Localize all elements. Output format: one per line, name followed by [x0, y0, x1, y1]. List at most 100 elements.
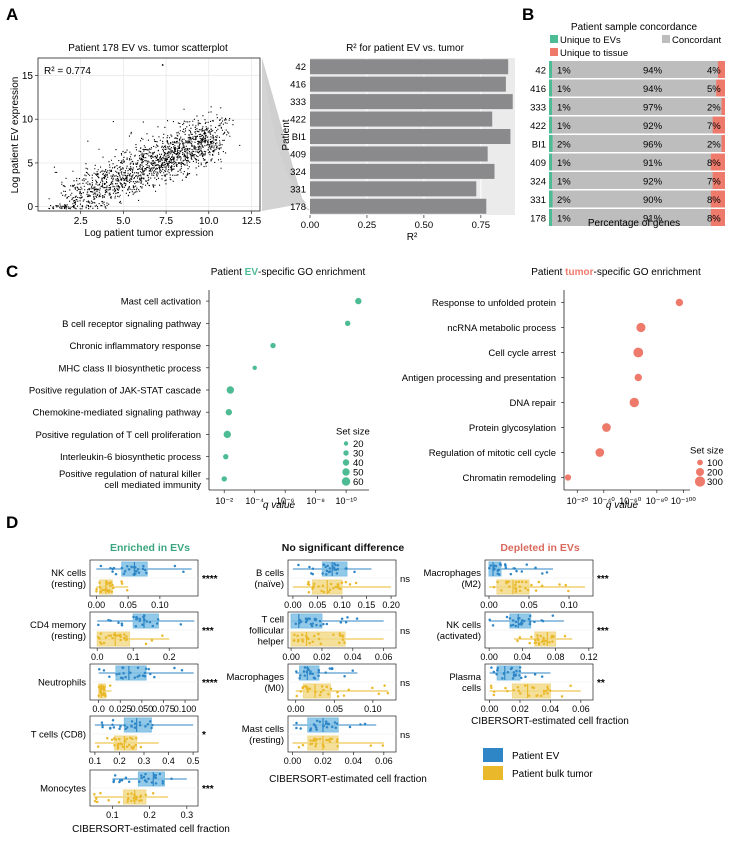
tumor-point — [95, 587, 98, 591]
r2-bar — [310, 111, 493, 127]
ev-point — [112, 566, 116, 570]
tumor-point — [381, 744, 385, 747]
ev-point — [161, 780, 165, 783]
ev-point — [123, 724, 127, 727]
tumor-point — [518, 589, 522, 593]
scatter-x-tick-label: 12.5 — [242, 216, 262, 227]
tumor-point — [344, 580, 348, 584]
ev-point — [295, 726, 298, 730]
scatter-x-tick-label: 10.0 — [199, 216, 219, 227]
tumor-point — [524, 586, 527, 590]
box-panel: Neutrophils 0.0 0.025 0.050 0.075 0.100 **** — [38, 663, 218, 714]
tumor-point — [125, 745, 129, 748]
ev-point — [108, 726, 112, 730]
ev-point — [98, 667, 101, 671]
tumor-point — [371, 686, 374, 690]
concordance-value-concordant: 94% — [643, 65, 663, 76]
go-ev-x-label: q value — [263, 500, 296, 511]
tumor-point — [151, 791, 155, 795]
tumor-point — [336, 738, 339, 741]
go-size-legend-label: 200 — [707, 468, 723, 479]
tumor-point — [102, 688, 106, 692]
tumor-point — [524, 580, 528, 584]
tumor-point — [519, 692, 522, 695]
box-x-tick-label: 0.04 — [344, 652, 362, 662]
tumor-point — [516, 686, 520, 689]
tumor-point — [93, 792, 96, 796]
tumor-point — [99, 632, 103, 635]
go-term-label: Positive regulation of T cell proliferat… — [36, 430, 201, 441]
tumor-point — [104, 636, 108, 639]
concordance-value-unique-tissue: 8% — [707, 195, 721, 206]
tumor-point — [338, 632, 342, 635]
box-x-tick-label: 0.5 — [187, 756, 200, 766]
ev-point — [124, 727, 128, 731]
tumor-point — [127, 743, 131, 747]
go-term-point — [629, 397, 639, 408]
ev-point — [514, 624, 518, 628]
ev-point — [303, 674, 307, 677]
box-group-title: No significant difference — [282, 542, 405, 554]
go-tumor-title: Patient tumor-specific GO enrichment — [531, 267, 701, 278]
box-panel: B cells(naïve)0.00 0.05 0.10 0.15 0.20 ns — [254, 559, 410, 610]
ev-point — [143, 568, 147, 572]
ev-point — [299, 674, 302, 677]
tumor-point — [492, 585, 496, 589]
go-term-label: Protein glycosylation — [469, 423, 556, 434]
tumor-point — [97, 694, 100, 697]
tumor-point — [109, 634, 113, 637]
legend-label-concordant: Concordant — [672, 35, 721, 46]
tumor-point — [116, 747, 120, 750]
tumor-point — [318, 693, 322, 697]
ev-point — [495, 673, 498, 676]
ev-point — [142, 674, 145, 677]
tumor-point — [535, 694, 538, 697]
tumor-point — [110, 738, 114, 741]
box-panel: CD4 memory(resting) 0.0 0.1 0.2 *** — [30, 611, 214, 662]
go-tumor-x-label: q value — [606, 500, 639, 511]
box-panel: Macrophages(M2) 0.00 0.05 0.10 *** — [423, 559, 609, 610]
go-term-point — [226, 386, 235, 394]
tumor-point — [321, 584, 325, 588]
tumor-point — [539, 694, 543, 697]
ev-point — [515, 669, 518, 673]
box-significance: ns — [400, 574, 410, 585]
ev-point — [310, 572, 313, 575]
tumor-point — [110, 590, 114, 594]
tumor-box — [98, 683, 107, 699]
ev-point — [309, 729, 312, 732]
tumor-point — [534, 589, 538, 592]
concordance-bar-unique-tissue — [710, 209, 725, 226]
ev-point — [324, 671, 328, 674]
go-term-label: Positive regulation of JAK-STAT cascade — [29, 386, 201, 397]
go-size-legend-point — [342, 468, 350, 476]
ev-point — [496, 569, 500, 572]
tumor-point — [115, 634, 118, 637]
tumor-point — [307, 637, 310, 641]
go-ev-panel: Patient EV-specific GO enrichment Mast c… — [29, 267, 370, 511]
tumor-point — [301, 686, 304, 690]
ev-point — [142, 618, 146, 621]
go-size-legend-label: 100 — [707, 458, 723, 469]
ev-point — [524, 675, 527, 678]
ev-point — [101, 725, 104, 729]
tumor-point — [332, 633, 335, 637]
box-group-title: Enriched in EVs — [110, 542, 190, 554]
concordance-bar-concordant — [549, 116, 725, 134]
ev-point — [101, 723, 104, 727]
box-x-tick-label: 0.00 — [480, 600, 498, 610]
box-panel-label: Neutrophils — [38, 678, 86, 689]
tumor-point — [311, 739, 315, 742]
legend-swatch-patient-ev — [483, 748, 503, 762]
tumor-point — [292, 639, 296, 642]
concordance-bar-concordant — [549, 209, 725, 226]
go-tumor-title-highlight: tumor — [565, 267, 593, 278]
tumor-point — [113, 744, 116, 747]
scatter-r2-annotation: R² = 0.774 — [44, 66, 91, 77]
ev-point — [141, 623, 144, 626]
concordance-bar-concordant — [549, 153, 725, 171]
panel-letter-c: C — [6, 262, 18, 281]
tumor-point — [518, 585, 522, 589]
ev-point — [504, 566, 508, 570]
ev-point — [115, 672, 118, 676]
